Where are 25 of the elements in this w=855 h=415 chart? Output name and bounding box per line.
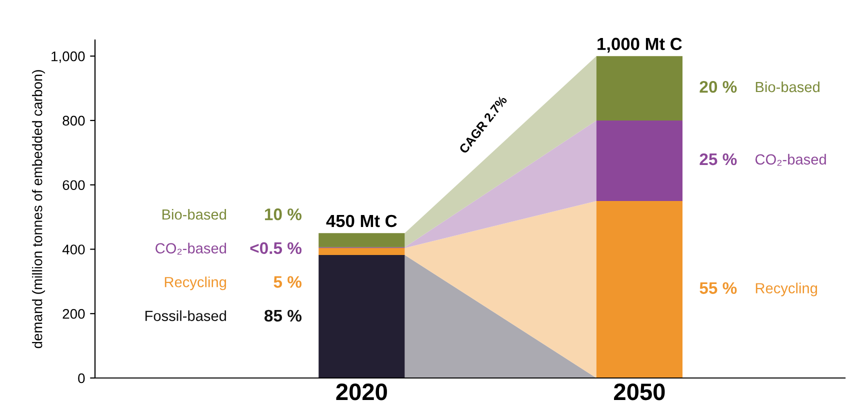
y-tick-label: 200 xyxy=(62,308,85,319)
annotation: 5 % xyxy=(274,276,302,288)
y-axis-title: demand (million tonnes of embedded carbon) xyxy=(32,70,45,348)
text: CO₂-based xyxy=(755,154,826,166)
text: Fossil-based xyxy=(145,310,226,322)
x-tick-label: 2050 xyxy=(614,383,665,400)
annotation: 25 % xyxy=(700,153,737,166)
text: Recycling xyxy=(756,282,817,296)
y-tick-label: 0 xyxy=(78,373,85,384)
x-tick-label: 2020 xyxy=(336,383,387,400)
annotation: 55 % xyxy=(700,282,737,294)
text: Recycling xyxy=(164,276,226,290)
annotation: 10 % xyxy=(265,208,302,220)
total-label: 1,000 Mt C xyxy=(598,38,682,53)
text: Bio-based xyxy=(162,208,226,220)
y-tick-label: 1,000 xyxy=(52,51,85,63)
y-tick-label: 800 xyxy=(62,116,85,126)
text: Bio-based xyxy=(756,81,820,92)
total-label: 450 Mt C xyxy=(326,214,397,228)
annotation: <0.5 % xyxy=(250,242,302,254)
annotation: 85 % xyxy=(264,310,302,322)
text: CO₂-based xyxy=(156,242,226,255)
y-tick-label: 600 xyxy=(62,180,85,190)
y-tick-label: 400 xyxy=(62,244,85,254)
annotation: 20 % xyxy=(700,80,737,93)
